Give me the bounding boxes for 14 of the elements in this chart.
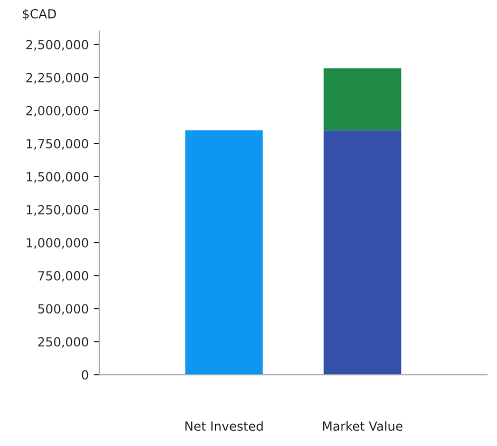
y-axis-title: $CAD: [22, 8, 56, 20]
y-tick-label: 750,000: [38, 271, 88, 282]
y-tick-label: 1,000,000: [26, 238, 88, 249]
y-tick-label: 1,750,000: [26, 138, 88, 150]
y-tick-label: 2,000,000: [26, 106, 88, 117]
y-tick-label: 1,250,000: [26, 205, 88, 216]
x-tick-label: Net Invested: [185, 421, 263, 431]
x-tick-label: Market Value: [323, 421, 402, 431]
y-tick-label: 250,000: [38, 337, 88, 348]
y-tick-label: 2,250,000: [26, 72, 88, 84]
y-tick-label: 2,500,000: [26, 40, 88, 51]
y-tick-label: 500,000: [38, 304, 88, 315]
y-tick-label: 0: [82, 370, 88, 380]
y-tick-label: 1,500,000: [26, 172, 88, 183]
